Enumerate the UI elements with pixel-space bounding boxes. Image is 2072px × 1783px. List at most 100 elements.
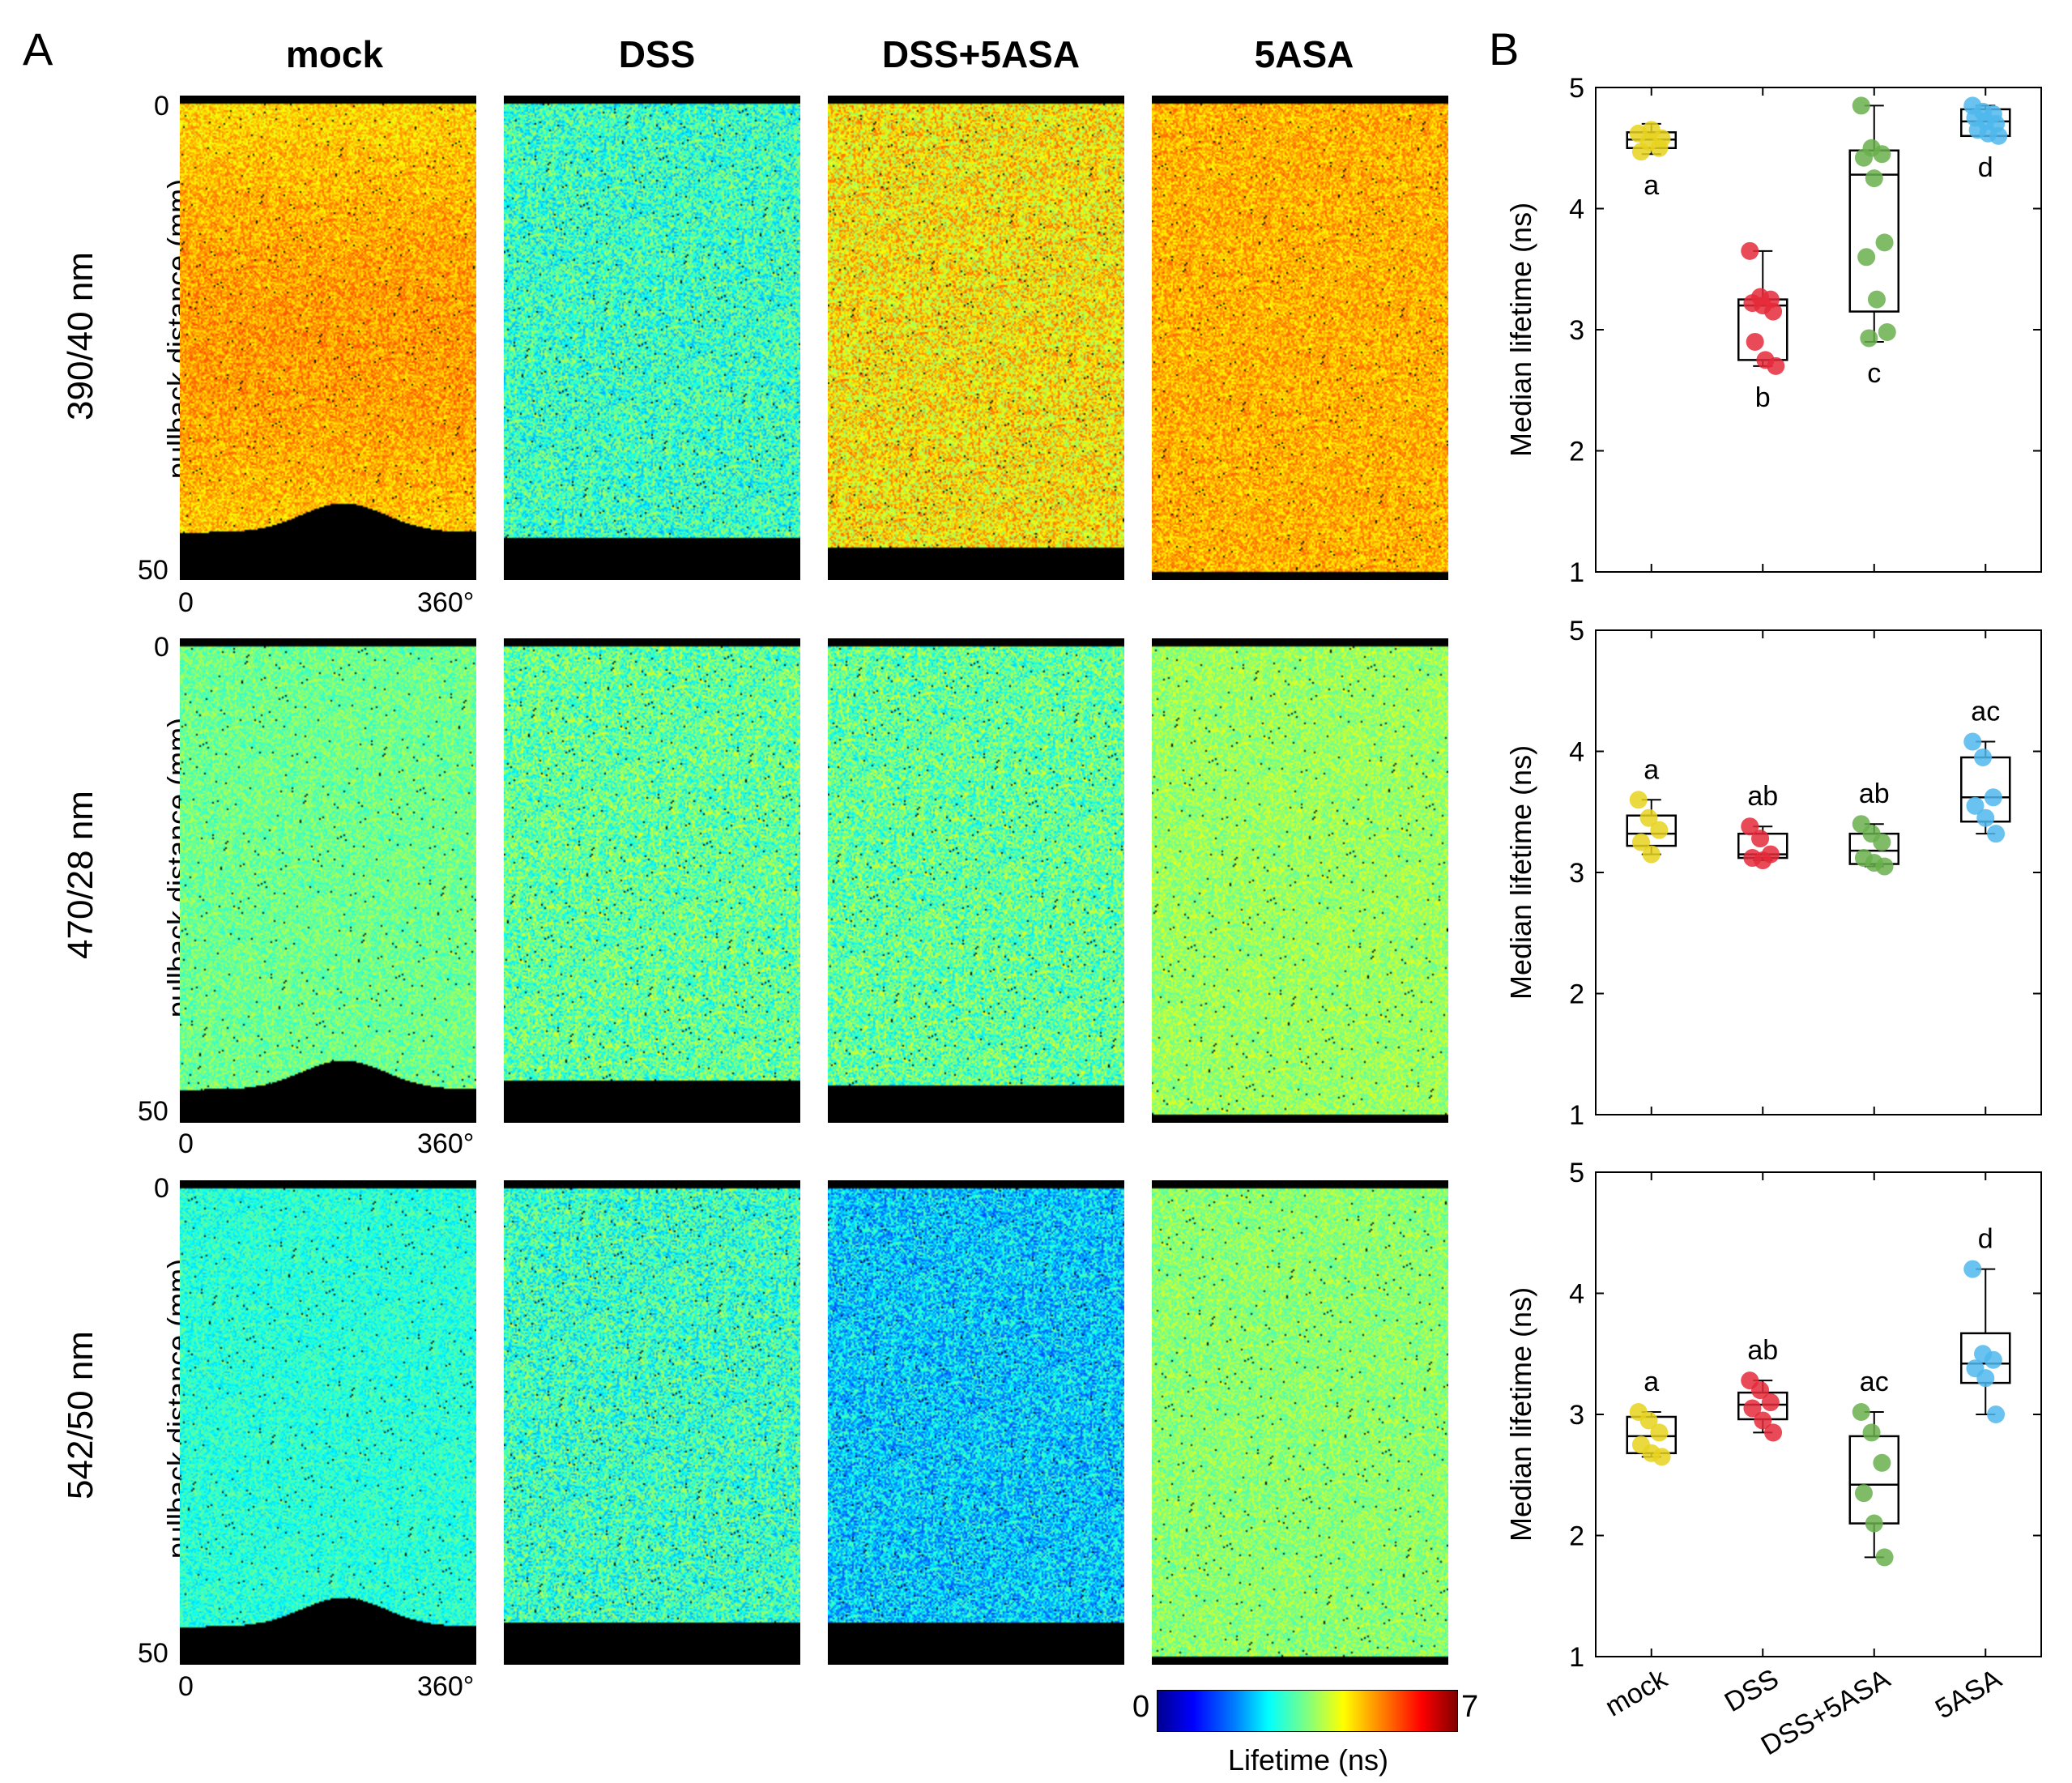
point-1-3-4 [1976,808,1995,827]
point-2-2-4 [1865,1514,1883,1533]
column-title-mock: mock [285,33,384,75]
lifetime-map-542-5asa [1152,1180,1448,1665]
point-2-2-5 [1875,1548,1894,1567]
point-0-3-8 [1989,126,2008,145]
lifetime-map-542-mock [180,1180,476,1665]
sig-letter-0-2: c [1867,358,1881,389]
boxplot-2-frame [1595,1171,2042,1657]
lifetime-map-390-mock [180,96,476,580]
row-1-ytick-end: 50 [138,1096,168,1127]
point-2-1-5 [1764,1423,1783,1442]
point-0-1-6 [1746,332,1764,351]
column-title-5asa: 5ASA [1254,33,1354,75]
point-0-1-5 [1764,302,1783,321]
ylabel-2: Median lifetime (ns) [1504,1287,1537,1542]
point-2-3-4 [1976,1369,1995,1388]
column-title-dss: DSS [618,33,696,75]
row-label-542: 542/50 nm [61,1331,100,1499]
lifetime-map-390-dss-5asa [828,96,1124,580]
ytick-label-1-1: 1 [1569,1100,1584,1131]
lifetime-map-390-dss [504,96,800,580]
point-2-0-1 [1639,1411,1658,1430]
point-0-2-9 [1860,329,1878,348]
point-2-3-2 [1984,1350,2002,1369]
colorbar [1157,1690,1458,1732]
point-0-2-4 [1865,169,1883,188]
lifetime-map-542-dss-5asa [828,1180,1124,1665]
column-title-dss-5asa: DSS+5ASA [881,33,1081,75]
point-2-3-5 [1987,1405,2006,1423]
point-1-0-1 [1639,808,1658,827]
point-0-2-0 [1852,96,1870,115]
sig-letter-1-3: ac [1971,697,2000,727]
sig-letter-2-2: ac [1860,1367,1889,1397]
point-1-1-0 [1741,817,1759,836]
point-2-1-3 [1743,1399,1762,1418]
point-2-2-0 [1852,1403,1870,1422]
panel-b-label: B [1489,23,1520,75]
lifetime-map-390-5asa [1152,96,1448,580]
xcat-label-1: DSS [1720,1663,1784,1718]
sig-letter-2-3: d [1978,1224,1993,1255]
point-0-1-8 [1767,356,1785,375]
row-1-xtick-start: 0 [178,1128,194,1159]
row-0-xtick-start: 0 [178,587,194,618]
row-0-ytick-end: 50 [138,555,168,586]
lifetime-map-542-dss [504,1180,800,1665]
ytick-label-1-4: 4 [1569,737,1584,768]
lifetime-map-470-mock [180,638,476,1123]
point-1-2-2 [1873,833,1891,851]
point-0-2-3 [1854,148,1873,167]
point-1-0-2 [1650,821,1669,839]
point-2-2-3 [1854,1484,1873,1503]
row-0-xtick-end: 360° [417,587,475,618]
boxplot-0-frame [1595,87,2042,573]
sig-letter-1-0: a [1644,754,1659,785]
ytick-label-0-5: 5 [1569,73,1584,104]
row-2-ytick-start: 0 [154,1173,169,1204]
point-1-0-3 [1631,833,1650,851]
point-0-1-0 [1741,241,1759,260]
ytick-label-0-2: 2 [1569,437,1584,467]
ylabel-0: Median lifetime (ns) [1504,203,1537,457]
point-2-1-4 [1754,1411,1772,1430]
ytick-label-1-2: 2 [1569,979,1584,1010]
lifetime-map-470-dss [504,638,800,1123]
sig-letter-1-1: ab [1747,781,1778,812]
ytick-label-2-2: 2 [1569,1521,1584,1552]
row-0-ytick-start: 0 [154,91,169,122]
lifetime-map-470-dss-5asa [828,638,1124,1123]
boxplot-1: 1 2 3 4 5 Median lifetime (ns) a ab ab ac [1504,616,2042,1131]
ytick-label-2-1: 1 [1569,1642,1584,1673]
point-1-3-3 [1966,796,1985,815]
ytick-label-2-4: 4 [1569,1279,1584,1310]
row-2-xtick-start: 0 [178,1671,194,1702]
ytick-label-0-4: 4 [1569,194,1584,225]
point-1-2-5 [1875,857,1894,876]
ylabel-1: Median lifetime (ns) [1504,745,1537,1000]
box-2-2 [1848,1435,1899,1525]
row-1-ytick-start: 0 [154,632,169,663]
point-0-2-6 [1857,248,1876,267]
sig-letter-1-2: ab [1859,778,1890,809]
boxplot-0: 1 2 3 4 5 Median lifetime (ns) a b c d [1504,73,2042,588]
ytick-label-2-3: 3 [1569,1400,1584,1431]
row-label-390: 390/40 nm [61,252,100,420]
point-0-2-8 [1878,322,1896,341]
sig-letter-2-1: ab [1747,1335,1778,1366]
row-label-470: 470/28 nm [61,791,100,959]
panel-a-label: A [23,23,53,75]
point-1-3-1 [1974,748,1993,766]
point-1-0-0 [1629,791,1648,809]
sig-letter-0-3: d [1978,152,1993,183]
colorbar-max: 7 [1461,1690,1479,1724]
ytick-label-0-3: 3 [1569,315,1584,346]
point-0-2-2 [1873,145,1891,164]
lifetime-map-470-5asa [1152,638,1448,1123]
point-1-1-1 [1751,830,1770,848]
point-2-0-2 [1650,1423,1669,1442]
point-1-3-5 [1987,825,2006,843]
point-1-3-0 [1963,732,1982,751]
row-2-xtick-end: 360° [417,1671,475,1702]
